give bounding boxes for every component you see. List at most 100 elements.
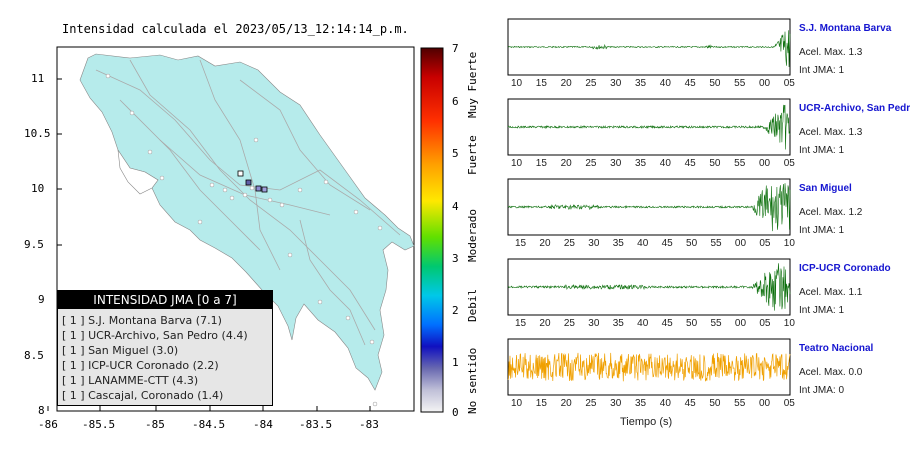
station-jma: Int JMA: 1 (799, 145, 845, 156)
time-tick: 00 (758, 158, 771, 169)
time-tick: 20 (539, 238, 551, 249)
time-tick: 20 (560, 158, 572, 169)
time-tick: 25 (563, 238, 575, 249)
time-tick: 50 (686, 318, 698, 329)
time-tick: 35 (634, 158, 647, 169)
time-tick: 30 (610, 158, 622, 169)
legend-row: [ 1 ] LANAMME-CTT (4.3) (62, 374, 199, 387)
station-name: ICP-UCR Coronado (799, 263, 891, 274)
colorbar-tick: 2 (452, 304, 459, 317)
time-tick: 50 (709, 398, 721, 409)
map-xtick: -85 (145, 418, 165, 431)
station-acel: Acel. Max. 1.3 (799, 47, 863, 58)
xlabel: Tiempo (s) (620, 416, 673, 428)
map-ytick: 10 (31, 182, 45, 195)
time-tick: 55 (734, 398, 746, 409)
time-tick: 55 (710, 318, 722, 329)
time-tick: 25 (563, 318, 575, 329)
time-tick: 00 (758, 398, 771, 409)
time-tick: 40 (637, 238, 649, 249)
station-name: Teatro Nacional (799, 343, 874, 354)
time-tick: 50 (709, 158, 721, 169)
legend-row: [ 1 ] ICP-UCR Coronado (2.2) (62, 359, 219, 372)
legend-row: [ 1 ] San Miguel (3.0) (62, 344, 179, 357)
time-tick: 05 (783, 78, 795, 89)
map-ytick: 9.5 (24, 238, 44, 251)
time-tick: 00 (758, 78, 771, 89)
time-tick: 55 (734, 158, 746, 169)
legend-row: [ 1 ] Cascajal, Coronado (1.4) (62, 389, 224, 402)
station-jma: Int JMA: 1 (799, 225, 845, 236)
legend-header: INTENSIDAD JMA [0 a 7] (58, 291, 272, 309)
legend-row: [ 1 ] S.J. Montana Barva (7.1) (62, 314, 222, 327)
station-acel: Acel. Max. 0.0 (799, 367, 863, 378)
map-xtick: -84 (253, 418, 273, 431)
waveform-trace (507, 352, 791, 382)
time-tick: 45 (684, 398, 696, 409)
waveform-trace (507, 104, 791, 150)
seismogram-1 (507, 98, 791, 156)
station-acel: Acel. Max. 1.1 (799, 287, 863, 298)
time-tick: 45 (661, 238, 673, 249)
page-title: Intensidad calculada el 2023/05/13_12:14… (62, 22, 409, 36)
time-tick: 25 (585, 78, 597, 89)
time-tick: 15 (535, 158, 547, 169)
time-tick: 55 (710, 238, 722, 249)
colorbar-tick: 6 (452, 95, 459, 108)
colorbar-tick: 1 (452, 356, 459, 369)
seismogram-2 (507, 178, 791, 236)
legend-row: [ 1 ] UCR-Archivo, San Pedro (4.4) (62, 329, 248, 342)
time-tick: 10 (511, 398, 523, 409)
time-tick: 10 (511, 78, 523, 89)
time-tick: 40 (659, 78, 671, 89)
time-tick: 20 (539, 318, 551, 329)
intensity-colorbar (420, 47, 444, 413)
time-tick: 45 (661, 318, 673, 329)
colorbar-tick: 3 (452, 252, 459, 265)
time-tick: 50 (686, 238, 698, 249)
time-tick: 05 (783, 398, 795, 409)
time-tick: 00 (734, 238, 747, 249)
time-tick: 50 (709, 78, 721, 89)
station-jma: Int JMA: 0 (799, 385, 845, 396)
waveform-trace (507, 183, 791, 232)
map-xtick: -83 (359, 418, 379, 431)
time-tick: 30 (588, 238, 600, 249)
time-tick: 40 (637, 318, 649, 329)
seismogram-4 (507, 338, 791, 396)
time-tick: 30 (588, 318, 600, 329)
map-xtick: -84.5 (192, 418, 226, 431)
time-tick: 45 (684, 78, 696, 89)
time-tick: 15 (515, 238, 527, 249)
time-tick: 35 (634, 398, 647, 409)
map-xtick: -83.5 (299, 418, 333, 431)
time-tick: 40 (659, 158, 671, 169)
time-tick: 15 (535, 78, 547, 89)
time-tick: 40 (659, 398, 671, 409)
costa-rica-land (79, 53, 415, 391)
time-tick: 10 (783, 238, 795, 249)
time-tick: 30 (610, 78, 622, 89)
station-acel: Acel. Max. 1.2 (799, 207, 863, 218)
map-ytick: 8.5 (24, 349, 44, 362)
waveform-trace (508, 263, 791, 311)
time-tick: 15 (515, 318, 527, 329)
time-tick: 35 (634, 78, 647, 89)
time-tick: 05 (783, 158, 795, 169)
station-name: San Miguel (799, 183, 852, 194)
time-tick: 35 (612, 238, 624, 249)
intensity-legend: INTENSIDAD JMA [0 a 7] [ 1 ] S.J. Montan… (57, 290, 273, 406)
time-tick: 35 (612, 318, 624, 329)
station-jma: Int JMA: 1 (799, 65, 845, 76)
colorbar-tick: 0 (452, 406, 459, 419)
time-tick: 10 (783, 318, 795, 329)
seismogram-3 (507, 258, 791, 316)
time-tick: 10 (511, 158, 523, 169)
colorbar-tick: 4 (452, 200, 459, 213)
waveform-trace (507, 30, 791, 68)
colorbar-tick: 7 (452, 42, 459, 55)
time-tick: 00 (734, 318, 747, 329)
time-tick: 30 (610, 398, 622, 409)
map-xtick: -85.5 (82, 418, 116, 431)
